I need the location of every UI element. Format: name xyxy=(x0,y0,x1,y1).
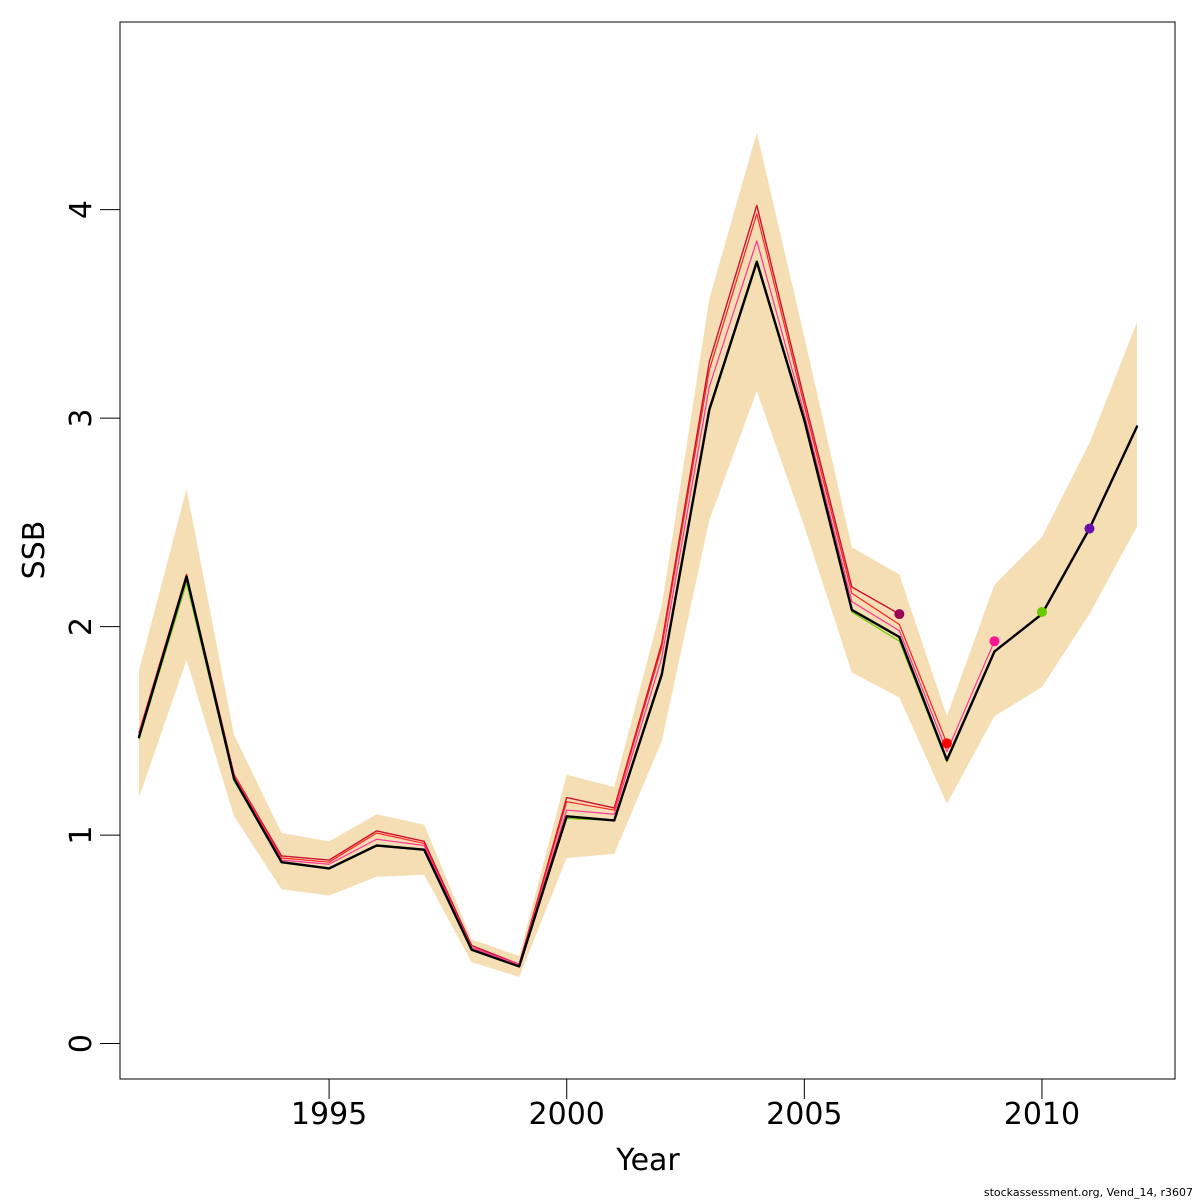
y-tick-label: 1 xyxy=(64,826,99,845)
series-layer xyxy=(137,204,1139,968)
series-line-1 xyxy=(138,204,901,966)
x-axis-title: Year xyxy=(615,1143,680,1178)
x-tick-label: 2005 xyxy=(766,1097,842,1132)
footer-note: stockassessment.org, Vend_14, r3607 xyxy=(984,1186,1193,1199)
marker-points-layer xyxy=(894,523,1095,749)
x-tick-label: 1995 xyxy=(291,1097,367,1132)
y-axis-title: SSB xyxy=(17,521,52,580)
x-tick-label: 2010 xyxy=(1004,1097,1080,1132)
confidence-band xyxy=(139,132,1137,977)
marker-point-5 xyxy=(1084,523,1095,534)
confidence-band-layer xyxy=(139,132,1137,977)
series-line-2 xyxy=(138,213,948,965)
x-axis: 1995 2000 2005 2010 xyxy=(291,1078,1080,1132)
y-tick-label: 4 xyxy=(64,200,99,219)
series-line-5 xyxy=(137,260,1139,968)
marker-point-1 xyxy=(894,609,905,620)
x-tick-label: 2000 xyxy=(529,1097,605,1132)
y-axis: 0 1 2 3 4 xyxy=(64,200,121,1053)
y-tick-label: 3 xyxy=(64,409,99,428)
marker-point-2 xyxy=(941,738,952,749)
plot-frame xyxy=(119,21,1176,1080)
y-tick-label: 0 xyxy=(64,1034,99,1053)
marker-point-4 xyxy=(1036,607,1047,618)
y-tick-label: 2 xyxy=(64,617,99,636)
marker-point-3 xyxy=(989,636,1000,647)
